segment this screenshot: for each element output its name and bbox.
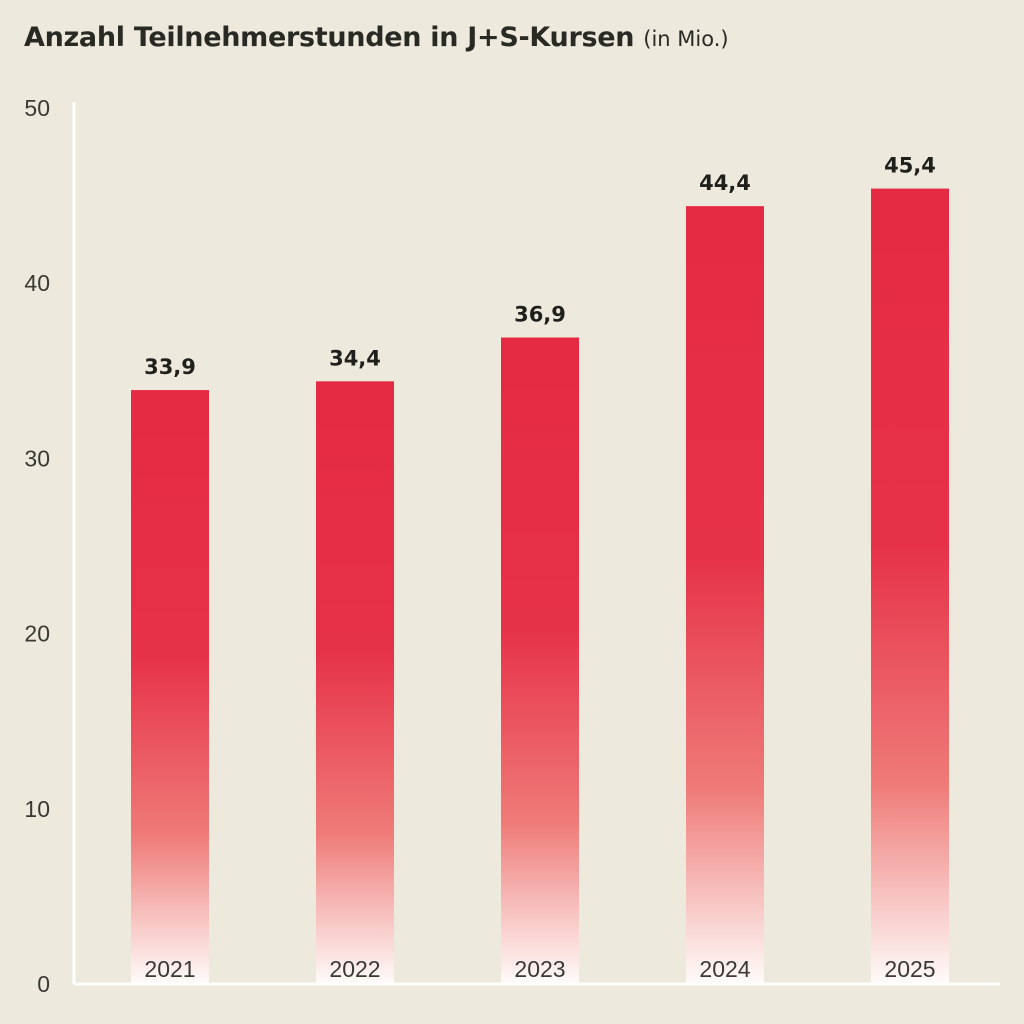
y-tick-label-0: 0 xyxy=(37,971,50,997)
y-tick-label-40: 40 xyxy=(24,270,50,296)
y-tick-label-10: 10 xyxy=(24,796,50,822)
chart-title: Anzahl Teilnehmerstunden in J+S-Kursen xyxy=(24,22,635,53)
bar-2021 xyxy=(131,390,209,984)
value-label-2021: 33,9 xyxy=(144,355,196,379)
bar-2022 xyxy=(316,381,394,984)
y-tick-label-30: 30 xyxy=(24,445,50,471)
category-label-2022: 2022 xyxy=(329,956,380,982)
value-label-2023: 36,9 xyxy=(514,303,566,327)
value-label-2025: 45,4 xyxy=(884,154,936,178)
value-label-2024: 44,4 xyxy=(699,171,751,195)
bar-2025 xyxy=(871,188,949,985)
axes-group: 0 10 20 30 40 50 xyxy=(24,95,1000,997)
category-label-2021: 2021 xyxy=(144,956,195,982)
category-label-2023: 2023 xyxy=(514,956,565,982)
y-tick-label-20: 20 xyxy=(24,621,50,647)
bar-2023 xyxy=(501,337,579,985)
chart-subtitle: (in Mio.) xyxy=(643,27,729,51)
chart-title-block: Anzahl Teilnehmerstunden in J+S-Kursen (… xyxy=(24,22,729,53)
category-label-2025: 2025 xyxy=(884,956,935,982)
category-label-2024: 2024 xyxy=(699,956,750,982)
bars-group xyxy=(131,188,949,985)
bar-2024 xyxy=(686,206,764,984)
y-tick-label-50: 50 xyxy=(24,95,50,121)
labels-group: 33,9 2021 34,4 2022 36,9 2023 44,4 2024 45,4 2025 xyxy=(144,154,936,982)
value-label-2022: 34,4 xyxy=(329,346,381,370)
